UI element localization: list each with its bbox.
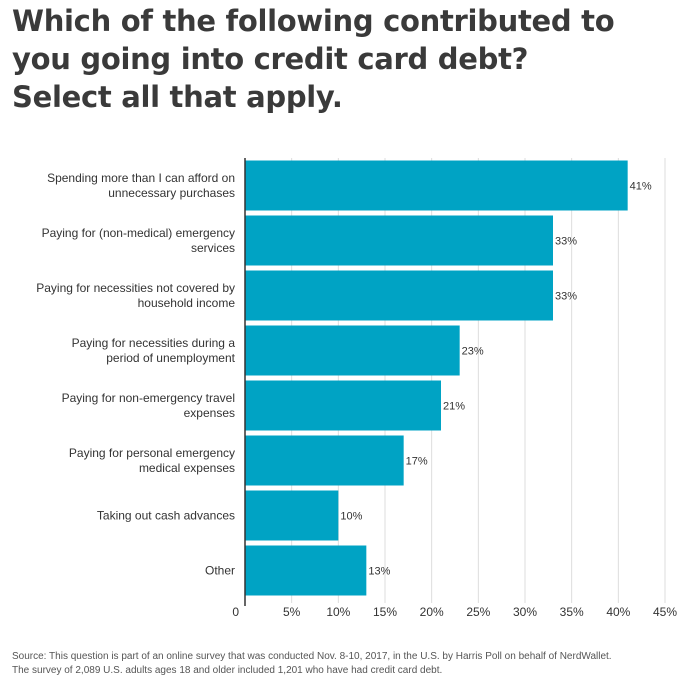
category-label: Paying for (non-medical) emergency servic… — [42, 226, 235, 255]
category-label-line: Paying for necessities not covered by — [36, 281, 235, 295]
category-label-line: Taking out cash advances — [97, 509, 235, 523]
x-tick-label: 15% — [373, 605, 397, 619]
category-label-line: Paying for (non-medical) emergency — [42, 226, 235, 240]
source-note: Source: This question is part of an onli… — [12, 650, 692, 678]
category-label-line: Paying for non-emergency travel — [62, 391, 235, 405]
x-tick-label: 25% — [466, 605, 490, 619]
category-label: Paying for non-emergency travel expenses — [62, 391, 235, 420]
category-labels: Spending more than I can afford on unnece… — [36, 171, 235, 578]
category-label-line: expenses — [184, 406, 235, 420]
chart-title: Which of the following contributed to yo… — [12, 2, 692, 116]
source-line: Source: This question is part of an onli… — [12, 651, 612, 662]
x-tick-label: 30% — [513, 605, 537, 619]
category-label-line: period of unemployment — [106, 351, 235, 365]
category-label: Paying for necessities during a period of… — [72, 336, 236, 365]
category-label-line: Paying for personal emergency — [69, 446, 235, 460]
x-axis-tick-labels: 0 5% 10% 15% 20% 25% 30% 35% 40% 45% — [232, 605, 677, 619]
value-label: 41% — [630, 181, 652, 193]
bar — [245, 490, 339, 541]
x-tick-label: 40% — [606, 605, 630, 619]
category-label-line: Paying for necessities during a — [72, 336, 236, 350]
category-label: Taking out cash advances — [97, 509, 235, 523]
category-label: Other — [205, 564, 235, 578]
category-label: Paying for necessities not covered by hou… — [36, 281, 235, 310]
x-tick-label: 5% — [283, 605, 301, 619]
category-label-line: Spending more than I can afford on — [47, 171, 235, 185]
category-label-line: household income — [138, 296, 236, 310]
value-label: 13% — [368, 566, 390, 578]
bars — [245, 160, 628, 596]
category-label: Spending more than I can afford on unnece… — [47, 171, 235, 200]
chart-title-line: Select all that apply. — [12, 80, 343, 114]
bar — [245, 545, 367, 596]
value-label: 33% — [555, 236, 577, 248]
bar — [245, 160, 628, 211]
value-label: 10% — [340, 511, 362, 523]
bar — [245, 435, 404, 486]
x-tick-label: 0 — [232, 605, 239, 619]
value-label: 23% — [462, 346, 484, 358]
bar — [245, 215, 553, 266]
value-label: 17% — [406, 456, 428, 468]
chart-title-line: you going into credit card debt? — [12, 42, 529, 76]
category-label-line: unnecessary purchases — [108, 186, 235, 200]
value-labels: 41% 33% 33% 23% 21% 17% 10% 13% — [340, 181, 652, 578]
bar — [245, 325, 460, 376]
source-line: The survey of 2,089 U.S. adults ages 18 … — [12, 665, 443, 676]
x-tick-label: 10% — [326, 605, 350, 619]
category-label: Paying for personal emergency medical exp… — [69, 446, 235, 475]
category-label-line: services — [191, 241, 235, 255]
value-label: 21% — [443, 401, 465, 413]
bar — [245, 380, 441, 431]
category-label-line: medical expenses — [139, 461, 235, 475]
x-tick-label: 20% — [420, 605, 444, 619]
bar — [245, 270, 553, 321]
x-tick-label: 45% — [653, 605, 677, 619]
category-label-line: Other — [205, 564, 235, 578]
value-label: 33% — [555, 291, 577, 303]
chart-title-line: Which of the following contributed to — [12, 4, 615, 38]
x-tick-label: 35% — [560, 605, 584, 619]
